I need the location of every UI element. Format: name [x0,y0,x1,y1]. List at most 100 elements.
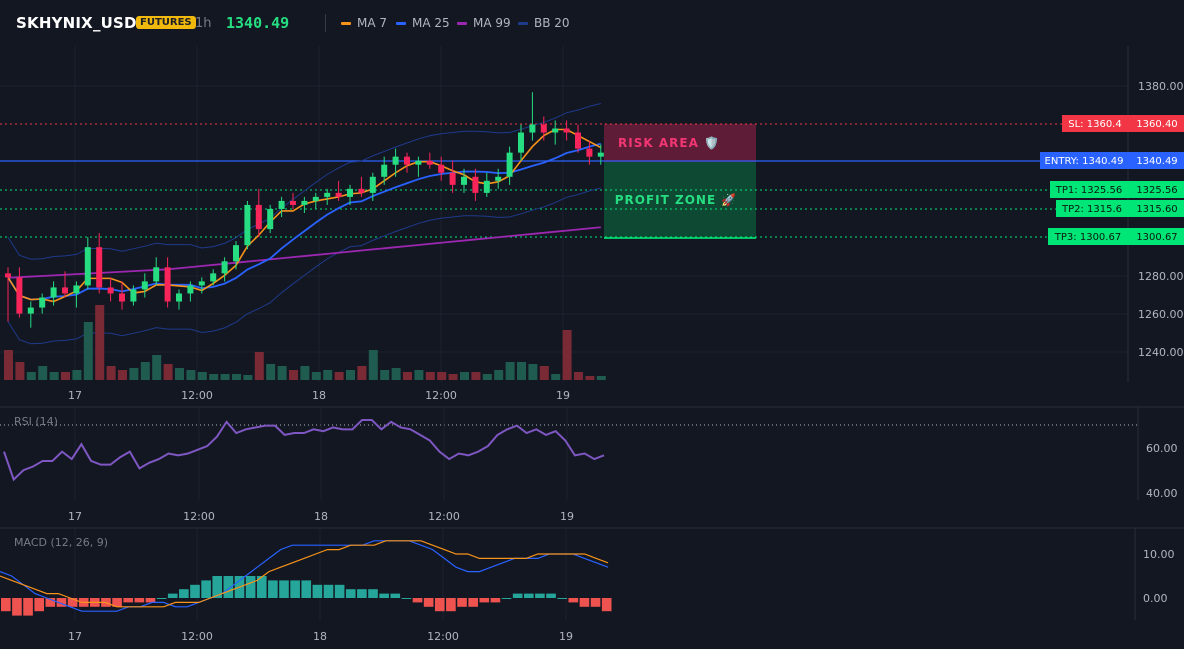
volume-bar [26,372,36,380]
candle-body [62,287,68,294]
price-tick: 1380.00 [1138,80,1184,93]
volume-bar [140,362,150,380]
svg-text:1300.67: 1300.67 [1136,232,1177,243]
candle-body [153,267,160,282]
macd-histogram-bar [579,598,590,607]
volume-bar [61,372,70,380]
candle-body [518,132,524,153]
candle-body [16,277,23,314]
candle-body [176,293,182,302]
volume-bar [346,370,355,380]
macd-histogram-bar [590,598,601,607]
macd-histogram-bar [12,598,22,616]
header-divider [325,14,326,32]
volume-bar [517,362,526,380]
candle-body [198,281,205,286]
macd-histogram-bar [390,593,401,598]
macd-histogram-bar [479,598,490,603]
price-tick: 1240.00 [1138,346,1184,359]
volume-bar [562,330,572,380]
macd-label: MACD (12, 26, 9) [14,536,108,549]
macd-histogram-bar [112,598,122,607]
volume-bars [4,305,606,380]
candle-body [130,289,137,302]
rsi-label: RSI (14) [14,415,58,428]
legend-ma99-label: MA 99 [473,16,511,30]
time-label: 18 [312,389,326,402]
symbol-name[interactable]: SKHYNIX_USDT [16,14,148,32]
volume-bar [163,364,173,380]
candle-body [301,200,308,205]
candlesticks[interactable] [5,92,604,328]
volume-bar [528,364,538,380]
candle-body [244,204,251,246]
time-label: 19 [556,389,570,402]
risk-area-zone[interactable] [604,124,756,162]
volume-bar [380,370,390,380]
time-label: 18 [313,630,327,643]
macd-histogram-bar [457,598,467,607]
candle-body [415,160,422,165]
svg-text:1360.40: 1360.40 [1136,119,1177,130]
macd-histogram-bar [468,598,478,607]
macd-histogram-bar [1,598,11,612]
futures-badge: FUTURES [136,16,196,29]
macd-histogram-bar [412,598,423,603]
macd-histogram-bar [323,584,334,598]
candle-body [84,247,91,286]
time-label: 17 [68,389,82,402]
macd-signal-line [0,540,609,608]
legend-ma99[interactable]: MA 99 [457,16,511,30]
macd-histogram-bar [167,593,178,598]
macd-histogram-bar [201,580,211,598]
time-label: 19 [560,510,574,523]
ma25-swatch [396,21,406,25]
macd-histogram-bar [279,580,289,598]
volume-bar [357,366,367,380]
timeframe-label[interactable]: 1h [195,16,212,31]
time-label: 12:00 [427,630,459,643]
candle-body [438,164,445,173]
macd-histogram-bar [245,576,256,598]
candle-body [5,273,11,278]
macd-histogram-bar [290,580,300,598]
candle-body [552,128,559,133]
macd-histogram-bar [134,598,145,603]
candle-body [210,273,217,282]
legend-bb20[interactable]: BB 20 [518,16,570,30]
volume-bar [152,355,162,380]
volume-bar [129,368,139,380]
volume-bar [209,374,219,380]
volume-bar [391,368,401,380]
candle-body [39,297,46,308]
volume-bar [323,370,333,380]
volume-bar [118,370,127,380]
legend-ma7[interactable]: MA 7 [341,16,387,30]
candle-body [404,156,410,165]
volume-bar [471,372,481,380]
profit-zone[interactable] [604,162,756,239]
volume-bar [38,366,48,380]
macd-histogram-bar [268,580,278,598]
legend-ma25[interactable]: MA 25 [396,16,450,30]
time-label: 19 [559,630,573,643]
volume-bar [243,375,253,380]
candle-body [119,293,125,302]
candle-body [540,124,547,133]
candle-body [50,287,57,298]
price-tick: 1280.00 [1138,270,1184,283]
volume-bar [266,364,276,380]
candle-body [506,152,513,177]
bb20-swatch [518,21,528,25]
svg-text:TP2: 1315.6: TP2: 1315.6 [1061,204,1122,215]
volume-bar [460,372,469,380]
macd-histogram-bar [256,576,267,598]
time-label: 17 [68,630,82,643]
rsi-tick: 40.00 [1146,487,1178,500]
tp3-tag: TP3: 1300.67 1300.67 [1048,228,1184,245]
candle-body [369,176,376,193]
macd-histogram-bar [23,598,33,616]
macd-histogram-bar [45,598,56,607]
candle-body [96,247,103,288]
